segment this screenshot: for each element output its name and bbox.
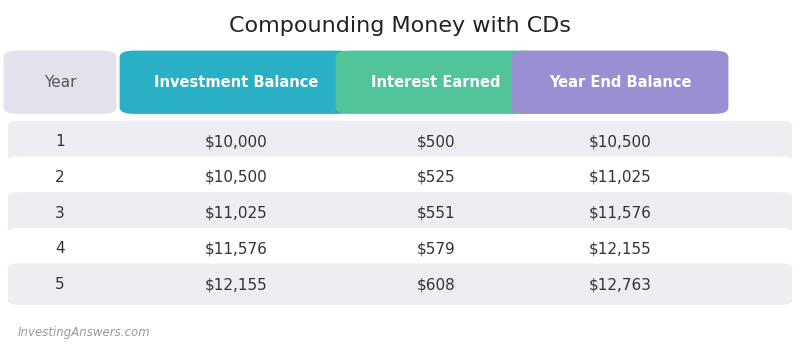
Text: $551: $551 <box>417 206 455 220</box>
FancyBboxPatch shape <box>512 51 728 114</box>
FancyBboxPatch shape <box>120 51 352 114</box>
Text: $10,000: $10,000 <box>205 134 267 149</box>
Text: $12,155: $12,155 <box>205 277 267 292</box>
FancyBboxPatch shape <box>8 192 792 233</box>
Text: $500: $500 <box>417 134 455 149</box>
Text: $11,025: $11,025 <box>589 170 651 185</box>
Text: 3: 3 <box>55 206 65 220</box>
Text: $11,576: $11,576 <box>205 241 267 256</box>
Text: $579: $579 <box>417 241 455 256</box>
FancyBboxPatch shape <box>4 51 117 114</box>
Text: Compounding Money with CDs: Compounding Money with CDs <box>229 16 571 36</box>
Text: Investment Balance: Investment Balance <box>154 75 318 90</box>
Text: $12,763: $12,763 <box>589 277 651 292</box>
Text: InvestingAnswers.com: InvestingAnswers.com <box>18 326 150 339</box>
Text: $10,500: $10,500 <box>589 134 651 149</box>
FancyBboxPatch shape <box>8 156 792 198</box>
Text: $12,155: $12,155 <box>589 241 651 256</box>
Text: 2: 2 <box>55 170 65 185</box>
Text: $11,576: $11,576 <box>589 206 651 220</box>
Text: 1: 1 <box>55 134 65 149</box>
FancyBboxPatch shape <box>8 264 792 305</box>
FancyBboxPatch shape <box>336 51 537 114</box>
Text: $608: $608 <box>417 277 455 292</box>
FancyBboxPatch shape <box>8 228 792 269</box>
Text: $10,500: $10,500 <box>205 170 267 185</box>
Text: Year End Balance: Year End Balance <box>549 75 691 90</box>
Text: 5: 5 <box>55 277 65 292</box>
Text: $525: $525 <box>417 170 455 185</box>
Text: Interest Earned: Interest Earned <box>371 75 501 90</box>
Text: 4: 4 <box>55 241 65 256</box>
FancyBboxPatch shape <box>8 121 792 162</box>
Text: Year: Year <box>44 75 76 90</box>
Text: $11,025: $11,025 <box>205 206 267 220</box>
